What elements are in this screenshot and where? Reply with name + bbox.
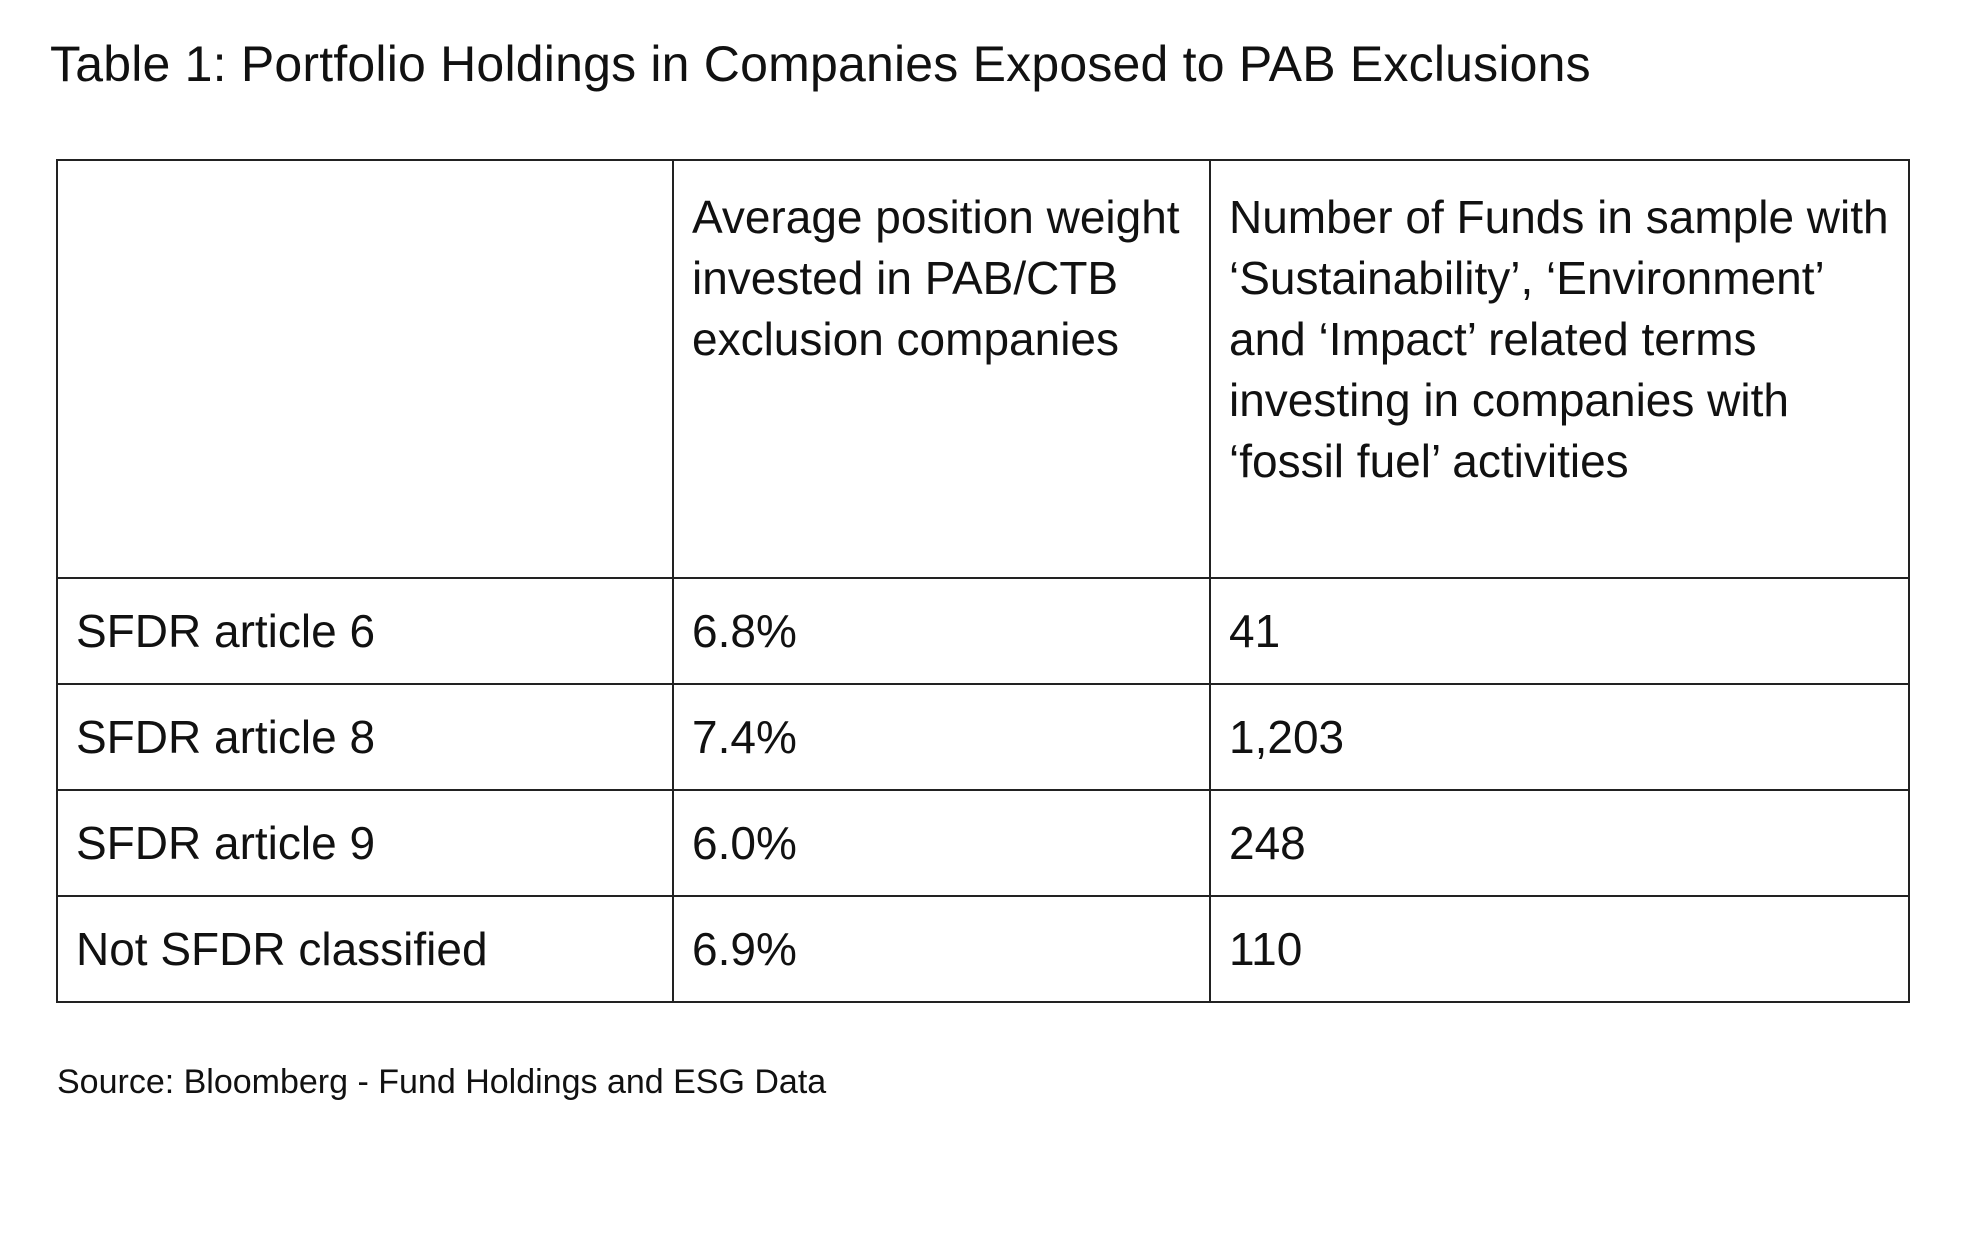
row-label-cell: SFDR article 9 [56, 789, 674, 897]
table-row: SFDR article 6 6.8% 41 [56, 577, 1910, 685]
table-body: SFDR article 6 6.8% 41 SFDR article 8 7.… [56, 577, 1910, 1003]
table-title: Table 1: Portfolio Holdings in Companies… [50, 36, 1591, 92]
fund-count-cell: 248 [1209, 789, 1910, 897]
row-label-cell: SFDR article 8 [56, 683, 674, 791]
table-header: Average position weight invested in PAB/… [56, 159, 1910, 579]
average-weight-cell: 6.0% [672, 789, 1211, 897]
source-note: Source: Bloomberg - Fund Holdings and ES… [57, 1063, 827, 1101]
holdings-table: Average position weight invested in PAB/… [56, 159, 1910, 1003]
table-row: SFDR article 9 6.0% 248 [56, 789, 1910, 897]
average-weight-cell: 7.4% [672, 683, 1211, 791]
header-row: Average position weight invested in PAB/… [56, 159, 1910, 579]
fund-count-cell: 110 [1209, 895, 1910, 1003]
average-weight-cell: 6.9% [672, 895, 1211, 1003]
header-empty-cell [56, 159, 674, 579]
row-label-cell: Not SFDR classified [56, 895, 674, 1003]
table-row: SFDR article 8 7.4% 1,203 [56, 683, 1910, 791]
header-number-of-funds: Number of Funds in sample with ‘Sustaina… [1209, 159, 1910, 579]
average-weight-cell: 6.8% [672, 577, 1211, 685]
table-row: Not SFDR classified 6.9% 110 [56, 895, 1910, 1003]
fund-count-cell: 41 [1209, 577, 1910, 685]
header-average-position-weight: Average position weight invested in PAB/… [672, 159, 1211, 579]
fund-count-cell: 1,203 [1209, 683, 1910, 791]
row-label-cell: SFDR article 6 [56, 577, 674, 685]
